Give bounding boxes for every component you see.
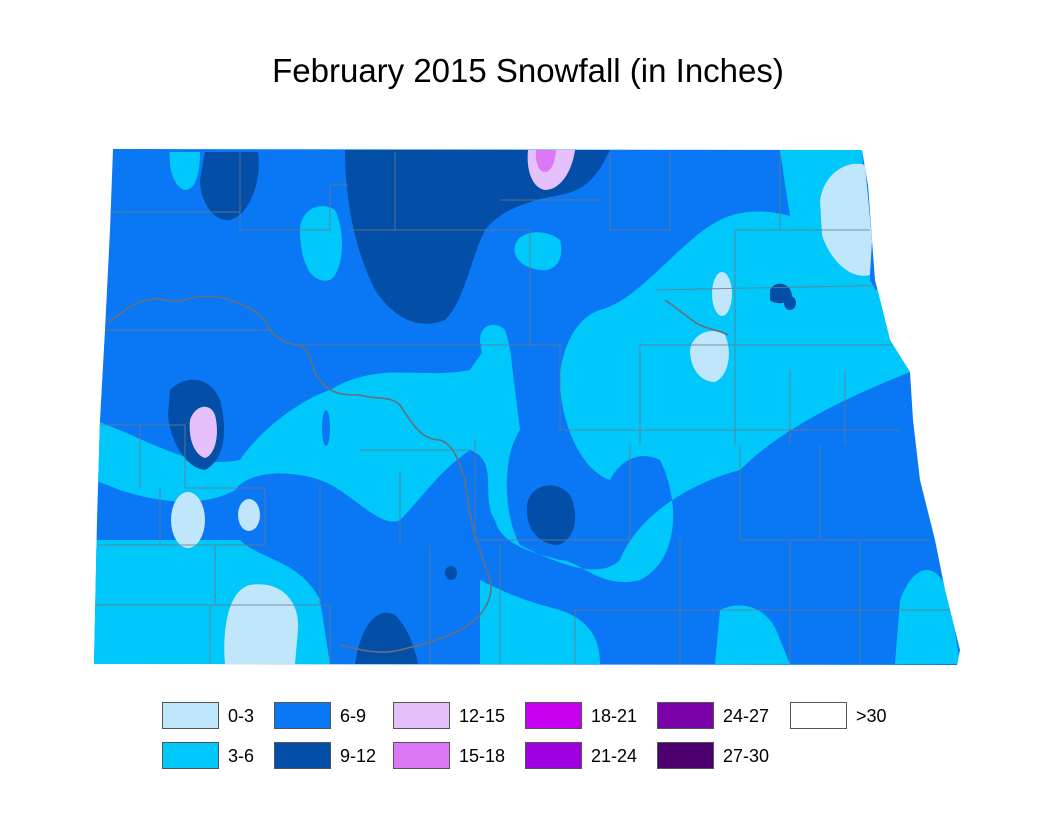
legend-swatch [393, 742, 450, 769]
legend-swatch [162, 702, 219, 729]
legend-label: >30 [856, 706, 887, 726]
legend-label: 3-6 [228, 746, 255, 766]
legend-label: 12-15 [459, 706, 506, 726]
legend-label: 9-12 [340, 746, 377, 766]
legend-label: 27-30 [723, 746, 770, 766]
legend-swatch [393, 702, 450, 729]
legend-swatch [525, 742, 582, 769]
legend-label: 15-18 [459, 746, 506, 766]
legend-swatch [162, 742, 219, 769]
legend-label: 21-24 [591, 746, 638, 766]
snowfall-zones [94, 149, 960, 665]
legend-label: 24-27 [723, 706, 770, 726]
legend-swatch [274, 742, 331, 769]
map-title: February 2015 Snowfall (in Inches) [272, 52, 784, 89]
legend-swatch [790, 702, 847, 729]
legend-swatch [657, 702, 714, 729]
legend: 0-3 3-6 6-9 9-12 12-15 15-18 18-21 21-24 24-27 27… [162, 702, 902, 782]
legend-swatch [657, 742, 714, 769]
legend-label: 0-3 [228, 706, 255, 726]
legend-swatch [274, 702, 331, 729]
legend-swatch [525, 702, 582, 729]
legend-label: 18-21 [591, 706, 638, 726]
legend-label: 6-9 [340, 706, 367, 726]
snowfall-map [94, 149, 960, 665]
